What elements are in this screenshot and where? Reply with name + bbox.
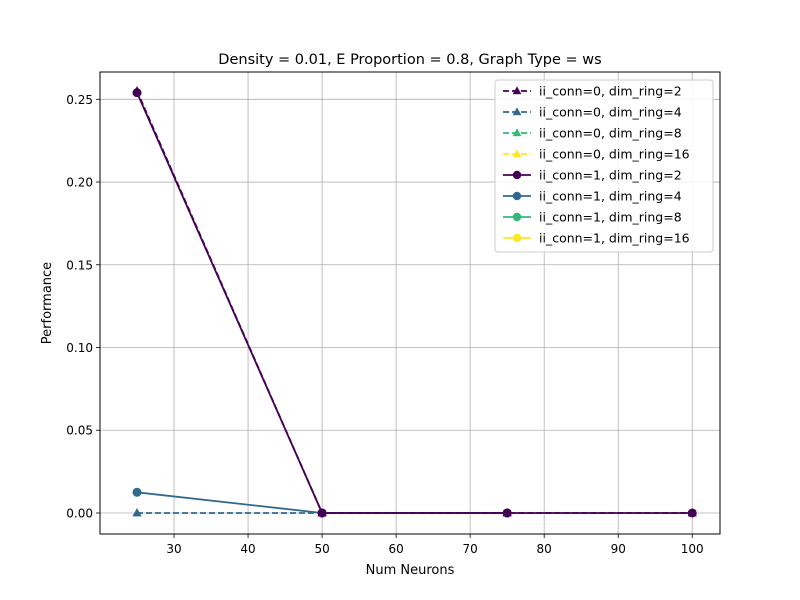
y-tick-label: 0.10 bbox=[66, 341, 93, 355]
legend-triangle-marker bbox=[512, 128, 522, 137]
legend-triangle-marker bbox=[512, 149, 522, 158]
legend-label: ii_conn=0, dim_ring=2 bbox=[539, 84, 682, 99]
legend-label: ii_conn=1, dim_ring=8 bbox=[539, 210, 682, 225]
legend-circle-marker bbox=[512, 191, 522, 201]
y-tick-label: 0.20 bbox=[66, 176, 93, 190]
x-tick-label: 30 bbox=[166, 542, 181, 556]
legend-box bbox=[494, 79, 714, 253]
y-tick-label: 0.00 bbox=[66, 506, 93, 520]
legend-label: ii_conn=1, dim_ring=2 bbox=[539, 168, 682, 183]
legend-item: ii_conn=0, dim_ring=8 bbox=[503, 126, 682, 141]
x-tick-label: 70 bbox=[463, 542, 478, 556]
legend-item: ii_conn=1, dim_ring=2 bbox=[503, 168, 682, 183]
x-axis-label: Num Neurons bbox=[366, 563, 455, 578]
legend-item: ii_conn=0, dim_ring=16 bbox=[503, 147, 690, 162]
chart-title: Density = 0.01, E Proportion = 0.8, Grap… bbox=[218, 52, 601, 68]
legend-label: ii_conn=1, dim_ring=16 bbox=[539, 231, 690, 246]
y-tick-label: 0.25 bbox=[66, 93, 93, 107]
x-tick-label: 90 bbox=[611, 542, 626, 556]
legend-item: ii_conn=1, dim_ring=8 bbox=[503, 210, 682, 225]
triangle-marker bbox=[132, 507, 142, 517]
series-line bbox=[136, 90, 693, 514]
legend-label: ii_conn=0, dim_ring=16 bbox=[539, 147, 690, 162]
series-ii-conn-0-dim-ring-2 bbox=[132, 86, 697, 517]
triangle-marker bbox=[317, 507, 327, 517]
circle-marker bbox=[132, 487, 142, 497]
legend-circle-marker bbox=[512, 212, 522, 222]
series-layer bbox=[132, 86, 697, 518]
triangle-marker bbox=[687, 507, 697, 517]
y-tick-label: 0.15 bbox=[66, 258, 93, 272]
y-tick-label: 0.05 bbox=[66, 424, 93, 438]
legend-item: ii_conn=1, dim_ring=16 bbox=[503, 231, 690, 246]
legend-item: ii_conn=0, dim_ring=2 bbox=[503, 84, 682, 99]
legend-circle-marker bbox=[512, 233, 522, 243]
x-tick-label: 100 bbox=[681, 542, 704, 556]
legend-circle-marker bbox=[512, 170, 522, 180]
x-tick-label: 50 bbox=[314, 542, 329, 556]
x-tick-label: 80 bbox=[537, 542, 552, 556]
triangle-marker bbox=[132, 86, 142, 95]
legend: ii_conn=0, dim_ring=2 ii_conn=0, dim_ring… bbox=[494, 79, 714, 253]
legend-label: ii_conn=0, dim_ring=8 bbox=[539, 126, 682, 141]
triangle-marker bbox=[502, 507, 512, 517]
x-tick-label: 40 bbox=[240, 542, 255, 556]
y-axis-label: Performance bbox=[40, 262, 55, 344]
legend-item: ii_conn=0, dim_ring=4 bbox=[503, 105, 682, 120]
legend-label: ii_conn=0, dim_ring=4 bbox=[539, 105, 682, 120]
plot-frame bbox=[99, 71, 721, 535]
legend-label: ii_conn=1, dim_ring=4 bbox=[539, 189, 682, 204]
legend-triangle-marker bbox=[512, 107, 522, 116]
legend-item: ii_conn=1, dim_ring=4 bbox=[503, 189, 682, 204]
ticks: 30 40 50 60 70 80 90 100 0.00 0.05 0.10 0.15 0.20 0.2… bbox=[66, 93, 703, 556]
x-tick-label: 60 bbox=[388, 542, 403, 556]
legend-triangle-marker bbox=[512, 86, 522, 95]
